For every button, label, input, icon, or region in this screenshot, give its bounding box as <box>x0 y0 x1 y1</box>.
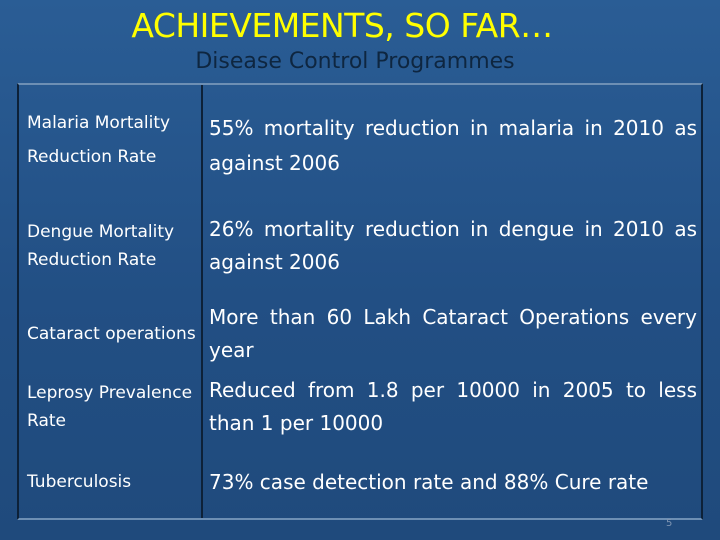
slide-subtitle: Disease Control Programmes <box>195 49 515 74</box>
achievements-table: Malaria Mortality Reduction Rate 55% mor… <box>17 83 703 520</box>
row-label: Tuberculosis <box>27 472 132 492</box>
table-row-tuberculosis: Tuberculosis 73% case detection rate and… <box>19 444 701 520</box>
row-value: 26% mortality reduction in dengue in 201… <box>209 217 697 274</box>
slide-title: ACHIEVEMENTS, SO FAR… <box>131 6 553 45</box>
row-label: Leprosy Prevalence Rate <box>27 383 193 431</box>
row-value: 73% case detection rate and 88% Cure rat… <box>209 469 649 494</box>
table-row-leprosy: Leprosy Prevalence Rate Reduced from 1.8… <box>19 370 701 444</box>
row-label: Cataract operations <box>27 324 196 344</box>
table-row-dengue: Dengue Mortality Reduction Rate 26% mort… <box>19 194 701 298</box>
slide-number: 5 <box>666 518 673 529</box>
row-value: 55% mortality reduction in malaria in 20… <box>209 115 697 175</box>
table-row-malaria: Malaria Mortality Reduction Rate 55% mor… <box>19 85 701 194</box>
row-label: Malaria Mortality Reduction Rate <box>27 112 171 167</box>
row-value: Reduced from 1.8 per 10000 in 2005 to le… <box>209 378 697 435</box>
column-divider <box>201 85 203 518</box>
row-value: More than 60 Lakh Cataract Operations ev… <box>209 305 697 362</box>
row-label: Dengue Mortality Reduction Rate <box>27 222 175 270</box>
table-row-cataract: Cataract operations More than 60 Lakh Ca… <box>19 298 701 370</box>
